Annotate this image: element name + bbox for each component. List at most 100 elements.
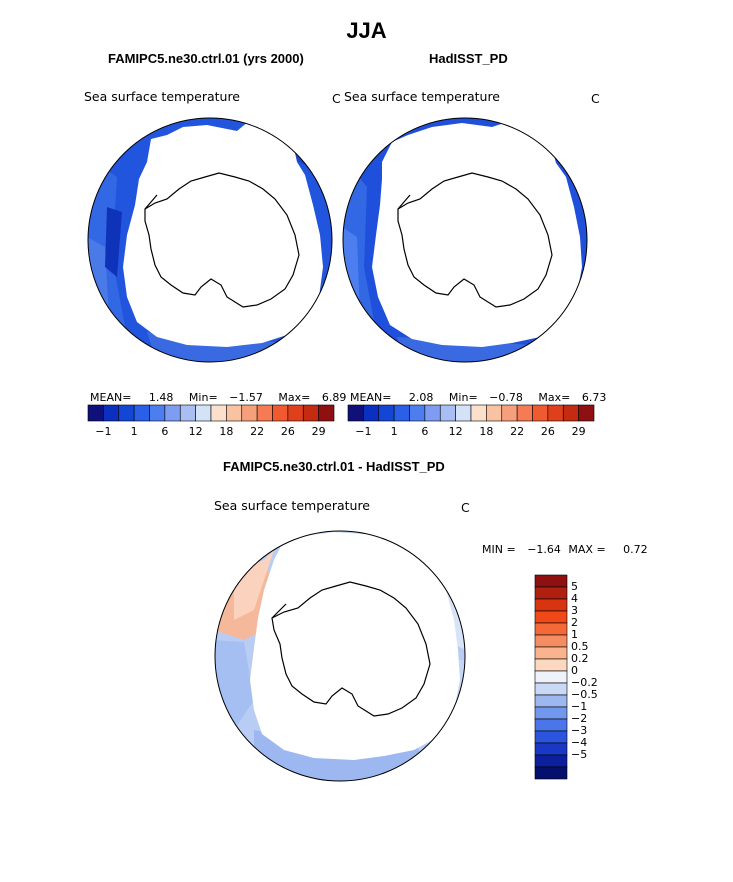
panel-3-colorbar-swatch [534,694,568,708]
panel-3-colorbar [534,574,568,780]
panel-2-units-label: C [591,91,600,106]
panel-2-max-label: Max= [538,391,571,404]
panel-2-stats: MEAN= 2.08 Min= −0.78 Max= 6.73 [350,391,606,404]
panel-3-colorbar-swatch [534,742,568,756]
panel-2-colorbar-tick-label: 18 [479,425,494,438]
panel-1-colorbar-tick-label: 18 [219,425,234,438]
panel-3-colorbar-swatch [534,622,568,636]
panel-2-colorbar-swatch [547,404,564,422]
panel-3-colorbar-swatch [534,574,568,588]
panel-1-colorbar-tick-label: 26 [280,425,295,438]
panel-3-antarctica-coastline [271,581,431,717]
figure-title: JJA [346,18,387,43]
panel-3-colorbar-tick-label: −3 [571,724,588,737]
panel-1-colorbar-swatch [210,404,227,422]
panel-2-colorbar-swatch [439,404,456,422]
panel-2-variable-label: Sea surface temperature [344,89,500,104]
panel-1-colorbar-swatch [287,404,304,422]
panel-2-colorbar-swatch [470,404,487,422]
panel-3-colorbar-tick-label: 0 [571,664,578,677]
panel-3-colorbar-tick-label: 0.5 [571,640,589,653]
panel-3-colorbar-tick-label: 3 [571,604,578,617]
panel-3-colorbar-swatch [534,598,568,612]
panel-1-colorbar-swatch [302,404,319,422]
panel-3-peninsula [271,603,287,619]
panel-2-colorbar-swatch [486,404,503,422]
panel-3-colorbar-swatch [534,634,568,648]
panel-1-colorbar-tick-label: 29 [311,425,326,438]
panel-1-mean-label: MEAN= [90,391,132,404]
panel-1-colorbar-swatch [118,404,135,422]
panel-2-colorbar-tick-label: 6 [421,425,429,438]
panel-2-max-value: 6.73 [581,391,607,404]
panel-1-colorbar [87,404,335,422]
panel-1-max-label: Max= [278,391,311,404]
panel-2-colorbar-swatch [501,404,518,422]
panel-1-colorbar-swatch [241,404,258,422]
panel-3-colorbar-tick-label: 2 [571,616,578,629]
panel-2-colorbar-swatch [578,404,595,422]
panel-1-colorbar-swatch [164,404,181,422]
panel-1-max-value: 6.89 [321,391,347,404]
panel-3-colorbar-swatch [534,706,568,720]
panel-2-min-value: −0.78 [489,391,523,404]
panel-2-map [342,117,588,363]
panel-3-colorbar-tick-label: 1 [571,628,578,641]
panel-3-colorbar-swatch [534,682,568,696]
panel-2-colorbar-tick-label: 29 [571,425,586,438]
panel-1-map-border [87,117,333,363]
panel-2-colorbar-swatch [409,404,426,422]
panel-3-colorbar-swatch [534,586,568,600]
panel-1-mean-value: 1.48 [148,391,174,404]
panel-3-colorbar-tick-label: −2 [571,712,588,725]
panel-3-max-value: 0.72 [623,543,648,556]
panel-3-min-label: MIN = [482,543,516,556]
panel-2-map-border [342,117,588,363]
panel-3-colorbar-swatch [534,766,568,780]
panel-2-min-label: Min= [448,391,478,404]
panel-2-antarctica-coastline [397,172,553,308]
panel-3-title: FAMIPC5.ne30.ctrl.01 - HadISST_PD [223,459,445,474]
panel-2-colorbar-tick-label: −1 [355,425,372,438]
panel-1-antarctica-coastline [144,172,300,308]
panel-1-colorbar-swatch [133,404,150,422]
panel-1-colorbar-swatch [195,404,212,422]
panel-1-colorbar-swatch [272,404,289,422]
panel-1-min-value: −1.57 [229,391,263,404]
panel-3-colorbar-tick-label: 0.2 [571,652,589,665]
panel-2-colorbar-swatch [532,404,549,422]
panel-1-colorbar-swatch [179,404,196,422]
panel-1-variable-label: Sea surface temperature [84,89,240,104]
panel-3-colorbar-tick-label: −5 [571,748,588,761]
panel-1-stats: MEAN= 1.48 Min= −1.57 Max= 6.89 [90,391,346,404]
panel-3-colorbar-swatch [534,718,568,732]
panel-1-colorbar-swatch [226,404,243,422]
panel-1-colorbar-tick-label: 12 [188,425,203,438]
panel-3-stats: MIN = −1.64 MAX = 0.72 [482,543,648,556]
panel-2-colorbar-swatch [455,404,472,422]
panel-2-colorbar-swatch [378,404,395,422]
panel-1-units-label: C [332,91,341,106]
panel-2-colorbar-swatch [363,404,380,422]
panel-3-colorbar-swatch [534,610,568,624]
panel-1-min-label: Min= [188,391,218,404]
panel-3-min-value: −1.64 [527,543,561,556]
panel-3-colorbar-tick-label: −1 [571,700,588,713]
panel-3-max-label: MAX = [568,543,606,556]
panel-3-colorbar-tick-label: −0.5 [571,688,598,701]
panel-2-peninsula [397,194,411,210]
panel-1-title: FAMIPC5.ne30.ctrl.01 (yrs 2000) [108,51,304,66]
panel-2-colorbar [347,404,595,422]
panel-3-variable-label: Sea surface temperature [214,498,370,513]
panel-3-map [214,530,466,782]
panel-1-peninsula [144,194,158,210]
panel-2-title: HadISST_PD [429,51,508,66]
panel-3-units-label: C [461,500,470,515]
panel-2-colorbar-swatch [516,404,533,422]
panel-2-colorbar-swatch [393,404,410,422]
panel-1-colorbar-swatch [149,404,166,422]
panel-2-colorbar-swatch [347,404,364,422]
panel-3-colorbar-tick-label: −0.2 [571,676,598,689]
panel-1-colorbar-tick-label: −1 [95,425,112,438]
panel-1-colorbar-swatch [256,404,273,422]
